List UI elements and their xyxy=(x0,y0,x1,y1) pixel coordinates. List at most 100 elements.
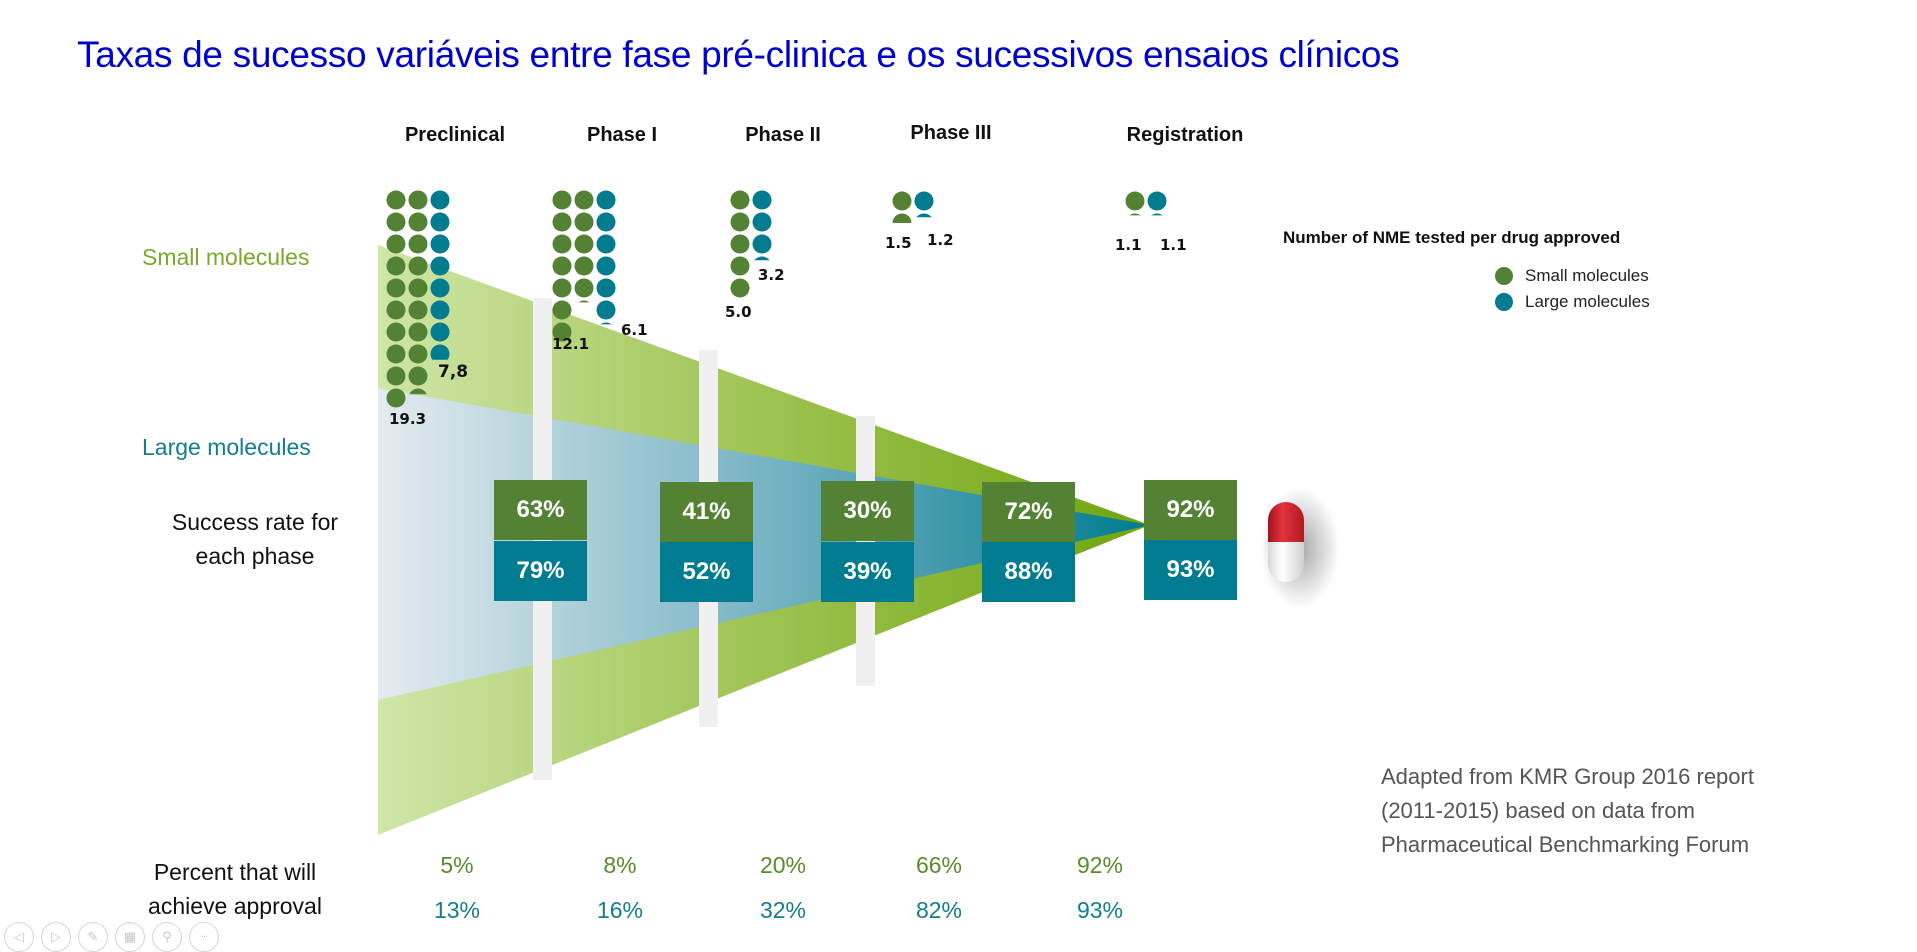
nme-dot-small xyxy=(574,256,594,276)
previous-slide-button[interactable]: ◁ xyxy=(4,922,34,952)
nme-dot-small xyxy=(730,278,750,298)
nme-dot-small xyxy=(386,322,406,342)
nme-dot-small xyxy=(386,278,406,298)
nme-label-large-preclinical: 7,8 xyxy=(438,362,469,382)
success-rate-small-phase1: 41% xyxy=(660,482,753,542)
nme-dot-large xyxy=(430,278,450,298)
small-molecules-label: Small molecules xyxy=(142,244,310,270)
nme-dot-large xyxy=(596,212,616,232)
nme-dot-large xyxy=(596,278,616,298)
large-molecules-label: Large molecules xyxy=(142,434,311,460)
nme-dot-small xyxy=(574,234,594,254)
phase-header-registration: Registration xyxy=(1126,124,1244,146)
approval-small-registration: 92% xyxy=(1076,852,1124,878)
legend-title: Number of NME tested per drug approved xyxy=(1283,228,1621,247)
nme-label-small-preclinical: 19.3 xyxy=(389,410,427,428)
phase-header-phase-2: Phase II xyxy=(745,124,821,146)
nme-dot-large xyxy=(430,300,450,320)
zoom-icon: ⚲ xyxy=(162,929,172,945)
success-rate-small-phase2: 30% xyxy=(821,481,914,541)
more-options-button[interactable]: ··· xyxy=(189,922,219,952)
success-rate-label-line2: each phase xyxy=(195,543,315,569)
nme-dot-small xyxy=(552,300,572,320)
legend-item-large: Large molecules xyxy=(1495,292,1650,312)
nme-dot-large xyxy=(752,190,772,210)
nme-dot-large xyxy=(596,300,616,320)
nme-dot-small xyxy=(409,388,427,395)
approval-large-preclinical: 13% xyxy=(433,897,481,923)
nme-dot-small xyxy=(386,388,406,408)
nme-dot-large xyxy=(914,191,934,211)
zoom-button[interactable]: ⚲ xyxy=(152,922,182,952)
phase-header-phase-1: Phase I xyxy=(586,124,658,146)
nme-dot-large xyxy=(596,190,616,210)
nme-dot-small xyxy=(730,190,750,210)
nme-dot-small xyxy=(408,322,428,342)
nme-dot-small xyxy=(386,190,406,210)
success-rate-small-registration: 92% xyxy=(1144,480,1237,540)
approval-small-phase2: 20% xyxy=(759,852,807,878)
legend-dot-small-icon xyxy=(1495,267,1513,285)
nme-label-large-phase2: 3.2 xyxy=(758,266,785,284)
nme-dot-small xyxy=(892,213,912,223)
see-all-slides-button[interactable]: ▦ xyxy=(115,922,145,952)
success-rate-label-line1: Success rate for xyxy=(171,509,339,535)
nme-dot-small xyxy=(574,278,594,298)
approval-large-phase2: 32% xyxy=(759,897,807,923)
success-rate-small-phase3: 72% xyxy=(982,482,1075,542)
success-rate-large-preclinical: 79% xyxy=(494,541,587,601)
nme-dot-small xyxy=(552,278,572,298)
next-slide-button[interactable]: ▷ xyxy=(41,922,71,952)
nme-dot-small xyxy=(578,300,590,303)
source-line1: Adapted from KMR Group 2016 report xyxy=(1381,764,1754,789)
legend-dot-large-icon xyxy=(1495,293,1513,311)
nme-dot-small xyxy=(574,212,594,232)
nme-label-small-phase1: 12.1 xyxy=(552,335,590,353)
nme-dot-large xyxy=(754,256,770,261)
success-rate-label: Success rate for each phase xyxy=(150,505,360,573)
nme-label-small-phase2: 5.0 xyxy=(725,303,752,321)
legend-label-large: Large molecules xyxy=(1525,292,1650,311)
nme-dot-small xyxy=(1129,213,1141,216)
nme-dot-small xyxy=(408,278,428,298)
nme-dot-small xyxy=(552,234,572,254)
approval-label-line1: Percent that will xyxy=(153,859,317,885)
nme-dot-large xyxy=(430,234,450,254)
nme-dot-small xyxy=(730,256,750,276)
source-line3: Pharmaceutical Benchmarking Forum xyxy=(1381,832,1750,857)
approval-label: Percent that will achieve approval xyxy=(130,855,340,923)
success-rate-small-preclinical: 63% xyxy=(494,480,587,540)
nme-dot-large xyxy=(1147,191,1167,211)
nme-label-small-registration: 1.1 xyxy=(1115,236,1142,254)
nme-dot-large xyxy=(752,212,772,232)
nme-dot-small xyxy=(552,190,572,210)
success-rate-large-phase1: 52% xyxy=(660,542,753,602)
slideshow-toolbar: ◁ ▷ ✎ ▦ ⚲ ··· xyxy=(4,922,219,952)
nme-label-small-phase3: 1.5 xyxy=(885,234,912,252)
nme-dot-small xyxy=(892,191,912,211)
source-line2: (2011-2015) based on data from xyxy=(1381,798,1695,823)
nme-dot-small xyxy=(386,366,406,386)
legend-label-small: Small molecules xyxy=(1525,266,1649,285)
nme-dot-large xyxy=(430,322,450,342)
source-note: Adapted from KMR Group 2016 report (2011… xyxy=(1381,760,1754,862)
nme-dot-small xyxy=(386,256,406,276)
pill-icon xyxy=(1268,502,1304,582)
nme-dot-small xyxy=(408,366,428,386)
legend-item-small: Small molecules xyxy=(1495,266,1649,286)
nme-dot-small xyxy=(552,256,572,276)
slides-icon: ▦ xyxy=(123,929,137,945)
nme-dot-small xyxy=(408,300,428,320)
nme-dot-large xyxy=(430,344,450,360)
slide-title: Taxas de sucesso variáveis entre fase pr… xyxy=(77,34,1400,75)
nme-dot-small xyxy=(730,234,750,254)
approval-large-phase3: 82% xyxy=(915,897,963,923)
nme-dot-large xyxy=(752,234,772,254)
nme-dot-small xyxy=(408,234,428,254)
success-rate-large-phase2: 39% xyxy=(821,542,914,602)
nme-dot-large xyxy=(430,212,450,232)
pen-button[interactable]: ✎ xyxy=(78,922,108,952)
success-rate-large-phase3: 88% xyxy=(982,542,1075,602)
large-molecule-funnel xyxy=(378,388,1150,700)
nme-dot-large xyxy=(430,190,450,210)
